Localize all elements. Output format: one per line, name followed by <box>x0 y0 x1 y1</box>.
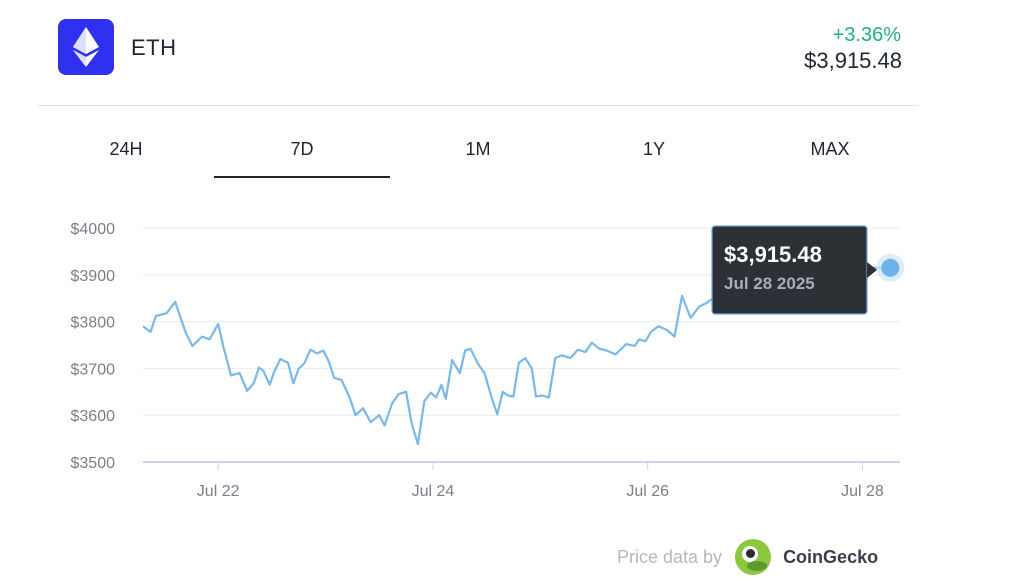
price-change: +3.36% <box>832 24 901 46</box>
y-tick-label: $3700 <box>71 361 116 378</box>
x-tick-label: Jul 24 <box>412 483 455 500</box>
x-tick-label: Jul 22 <box>197 483 240 500</box>
tab-7d[interactable]: 7D <box>214 126 390 178</box>
tooltip-date: Jul 28 2025 <box>724 274 815 293</box>
price-chart: $4000 $3900 $3800 $3700 $3600 $3500 Jul 22 Jul … <box>71 221 905 500</box>
tooltip-price: $3,915.48 <box>724 242 822 267</box>
y-tick-label: $3600 <box>71 408 116 425</box>
tab-24h[interactable]: 24H <box>109 139 143 159</box>
tab-max[interactable]: MAX <box>810 139 850 159</box>
tab-1y[interactable]: 1Y <box>642 139 666 159</box>
y-tick-label: $4000 <box>71 221 116 238</box>
y-tick-label: $3500 <box>71 455 116 472</box>
tooltip-pointer <box>867 262 877 278</box>
hover-point[interactable] <box>881 258 900 277</box>
current-price: $3,915.48 <box>804 48 902 73</box>
y-tick-label: $3900 <box>71 268 116 285</box>
coingecko-icon <box>735 539 772 575</box>
timeframe-tabs: 24H 7D 1M 1Y MAX <box>38 126 918 182</box>
price-credit[interactable]: Price data by CoinGecko <box>617 537 878 577</box>
credit-text: Price data by <box>617 546 723 567</box>
tab-1m[interactable]: 1M <box>465 139 491 159</box>
ethereum-icon <box>58 19 114 75</box>
x-tick-label: Jul 28 <box>841 483 884 500</box>
asset-header: ETH +3.36% $3,915.48 <box>0 0 1024 106</box>
asset-symbol: ETH <box>131 35 177 60</box>
coingecko-brand: CoinGecko <box>783 546 879 567</box>
x-tick-label: Jul 26 <box>626 483 669 500</box>
y-tick-label: $3800 <box>71 315 116 332</box>
header-divider <box>38 105 918 106</box>
tooltip-box <box>711 225 868 315</box>
